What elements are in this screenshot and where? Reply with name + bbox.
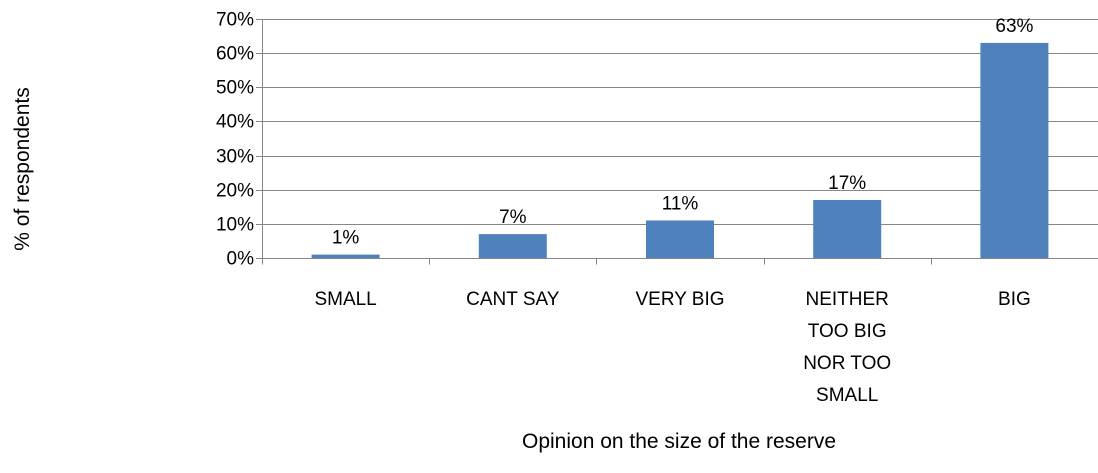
bar xyxy=(478,234,547,258)
bar xyxy=(646,220,714,258)
data-label: 63% xyxy=(995,16,1033,37)
x-tick-label: SMALL xyxy=(314,289,376,310)
labels: 0% 10% 20% 30% 40% 50% 60% 70% 1% SMALL 7% CANT SAY… xyxy=(216,10,1034,407)
x-tick-label: CANT SAY xyxy=(466,289,560,310)
axes xyxy=(256,19,1098,265)
gridlines xyxy=(262,19,1098,225)
y-tick-label: 0% xyxy=(227,249,255,270)
y-tick-label: 30% xyxy=(216,147,254,168)
y-tick-label: 60% xyxy=(216,44,254,65)
data-label: 1% xyxy=(332,228,360,249)
bar xyxy=(311,254,380,258)
y-axis-title: % of respondents xyxy=(11,87,34,250)
data-label: 11% xyxy=(662,193,699,214)
bar xyxy=(980,42,1049,259)
data-label: 7% xyxy=(499,207,527,228)
bars xyxy=(311,42,1049,259)
y-tick-label: 10% xyxy=(216,215,254,236)
y-tick-label: 20% xyxy=(216,181,254,202)
x-tick-label: VERY BIG xyxy=(635,289,724,310)
y-tick-label: 70% xyxy=(216,10,254,31)
x-axis-title: Opinion on the size of the reserve xyxy=(522,430,836,453)
y-tick-label: 40% xyxy=(216,112,254,133)
data-label: 17% xyxy=(828,173,866,194)
y-tick-label: 50% xyxy=(216,78,254,99)
bar xyxy=(813,199,882,258)
x-tick-label: NEITHER TOO BIG NOR TOO SMALL xyxy=(803,289,891,406)
x-tick-label: BIG xyxy=(998,289,1031,310)
